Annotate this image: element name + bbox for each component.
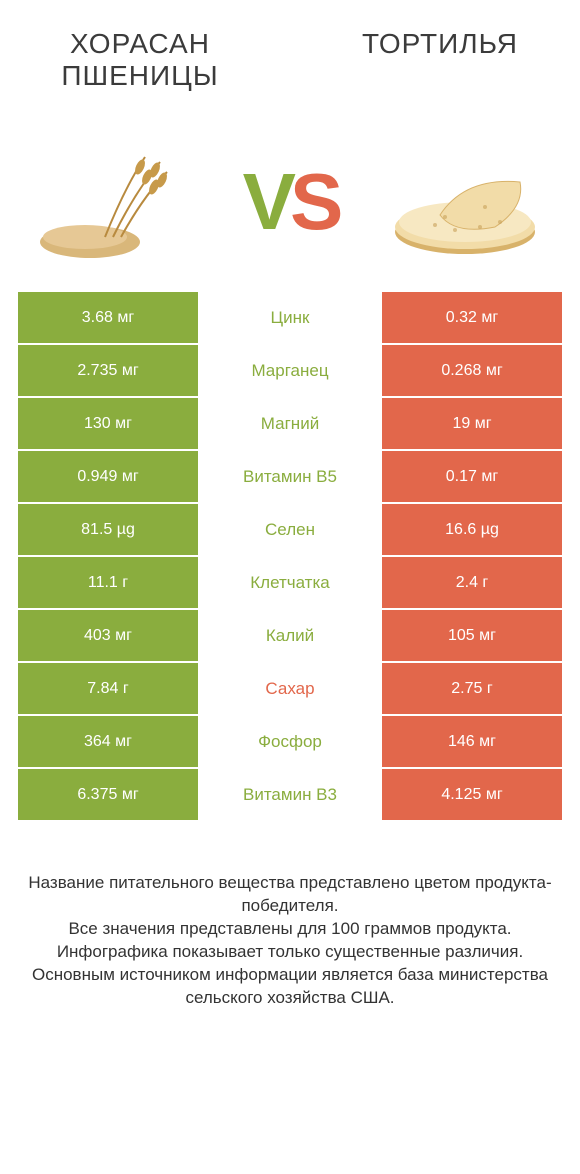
table-row: 403 мг Калий 105 мг (18, 610, 562, 661)
table-row: 6.375 мг Витамин B3 4.125 мг (18, 769, 562, 820)
cell-mid: Фосфор (198, 716, 382, 767)
table-row: 364 мг Фосфор 146 мг (18, 716, 562, 767)
cell-left: 364 мг (18, 716, 198, 767)
footer-line: Инфографика показывает только существенн… (24, 941, 556, 964)
table-row: 7.84 г Сахар 2.75 г (18, 663, 562, 714)
cell-left: 81.5 µg (18, 504, 198, 555)
cell-left: 0.949 мг (18, 451, 198, 502)
cell-right: 0.268 мг (382, 345, 562, 396)
wheat-icon (35, 137, 195, 267)
cell-right: 146 мг (382, 716, 562, 767)
cell-left: 130 мг (18, 398, 198, 449)
comparison-table: 3.68 мг Цинк 0.32 мг 2.735 мг Марганец 0… (0, 292, 580, 820)
cell-left: 7.84 г (18, 663, 198, 714)
cell-mid: Калий (198, 610, 382, 661)
vs-v: V (243, 157, 290, 246)
cell-left: 6.375 мг (18, 769, 198, 820)
cell-mid: Сахар (198, 663, 382, 714)
cell-left: 3.68 мг (18, 292, 198, 343)
table-row: 0.949 мг Витамин B5 0.17 мг (18, 451, 562, 502)
vs-s: S (290, 157, 337, 246)
cell-mid: Цинк (198, 292, 382, 343)
cell-left: 403 мг (18, 610, 198, 661)
title-right: Тортилья (340, 28, 540, 60)
table-row: 130 мг Магний 19 мг (18, 398, 562, 449)
cell-mid: Селен (198, 504, 382, 555)
cell-mid: Клетчатка (198, 557, 382, 608)
table-row: 81.5 µg Селен 16.6 µg (18, 504, 562, 555)
cell-mid: Марганец (198, 345, 382, 396)
footer-line: Название питательного вещества представл… (24, 872, 556, 918)
vs-label: VS (243, 162, 338, 242)
footer-line: Все значения представлены для 100 граммо… (24, 918, 556, 941)
cell-left: 11.1 г (18, 557, 198, 608)
cell-right: 19 мг (382, 398, 562, 449)
cell-mid: Витамин B5 (198, 451, 382, 502)
cell-mid: Витамин B3 (198, 769, 382, 820)
table-row: 2.735 мг Марганец 0.268 мг (18, 345, 562, 396)
footer-line: Основным источником информации является … (24, 964, 556, 1010)
images-row: VS (0, 102, 580, 292)
footer-notes: Название питательного вещества представл… (0, 822, 580, 1010)
cell-right: 4.125 мг (382, 769, 562, 820)
cell-right: 105 мг (382, 610, 562, 661)
cell-mid: Магний (198, 398, 382, 449)
cell-right: 0.32 мг (382, 292, 562, 343)
cell-right: 0.17 мг (382, 451, 562, 502)
table-row: 3.68 мг Цинк 0.32 мг (18, 292, 562, 343)
cell-right: 2.75 г (382, 663, 562, 714)
title-left: Хорасан пшеницы (40, 28, 240, 92)
cell-right: 2.4 г (382, 557, 562, 608)
tortilla-icon (385, 137, 545, 267)
cell-left: 2.735 мг (18, 345, 198, 396)
header: Хорасан пшеницы Тортилья (0, 0, 580, 102)
image-right (380, 132, 550, 272)
image-left (30, 132, 200, 272)
cell-right: 16.6 µg (382, 504, 562, 555)
table-row: 11.1 г Клетчатка 2.4 г (18, 557, 562, 608)
